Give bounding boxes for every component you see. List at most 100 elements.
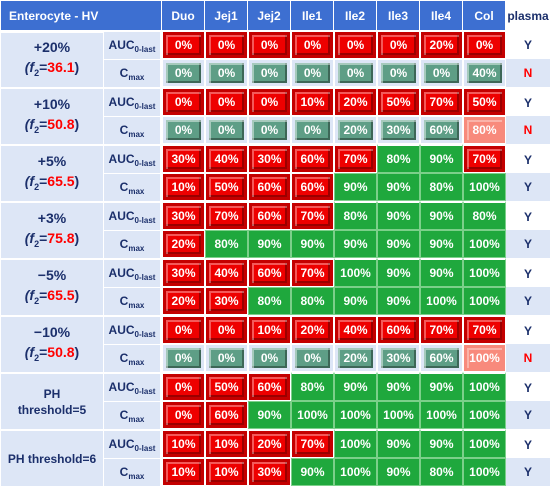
- group-label-line1: −5%: [37, 266, 67, 283]
- cell-jej2: 90%: [248, 401, 291, 429]
- cell-value: 0%: [166, 348, 201, 368]
- table-row: Cmax 0% 0% 0% 0% 20% 30% 60% 100% N: [1, 344, 550, 372]
- metric-sub: 0-last: [134, 215, 156, 225]
- cell-value: 30%: [381, 348, 416, 368]
- table-row: +3% (f2=75.8) AUC0-last 30% 70% 60% 70% 80% 90% 9…: [1, 201, 550, 258]
- f2-value: 75.8: [47, 229, 75, 246]
- metric-sub: max: [128, 471, 145, 481]
- cell-ile4: 90%: [420, 230, 463, 258]
- cell-ile4: 60%: [420, 116, 463, 144]
- f2-subscript: 2: [34, 181, 40, 192]
- cell-ile4: 80%: [420, 458, 463, 486]
- cell-value: 60%: [381, 320, 416, 340]
- cell-jej1: 40%: [205, 144, 248, 173]
- cell-ile2: 90%: [334, 287, 377, 315]
- cell-ile4: 90%: [420, 144, 463, 173]
- col-header-jej1: Jej1: [205, 1, 248, 31]
- f2-prefix: (f: [24, 172, 35, 189]
- table-row: Cmax 0% 0% 0% 0% 20% 30% 60% 80% N: [1, 116, 550, 144]
- group-label-line1: +3%: [37, 209, 67, 226]
- table-row: Cmax 0% 0% 0% 0% 0% 0% 0% 40% N: [1, 59, 550, 87]
- metric-auc-label: AUC0-last: [104, 144, 162, 173]
- table-row: Cmax 10% 50% 60% 60% 90% 90% 80% 100% Y: [1, 173, 550, 201]
- cell-ile1: 60%: [291, 144, 334, 173]
- group-label: −5% (f2=65.5): [1, 258, 104, 315]
- col-header-duo: Duo: [162, 1, 205, 31]
- group-label-line1: PH threshold=6: [7, 451, 97, 466]
- plasma-cell: Y: [506, 173, 550, 201]
- cell-duo: 0%: [162, 116, 205, 144]
- f2-equals: =: [39, 172, 48, 189]
- plasma-cell: Y: [506, 230, 550, 258]
- cell-ile4: 90%: [420, 201, 463, 230]
- cell-value: 80%: [421, 174, 462, 200]
- cell-value: 0%: [467, 35, 502, 55]
- cell-ile1: 0%: [291, 344, 334, 372]
- cell-value: 0%: [209, 35, 244, 55]
- cell-jej2: 10%: [248, 315, 291, 344]
- cell-value: 20%: [338, 120, 373, 140]
- metric-main: AUC: [108, 379, 135, 394]
- cell-value: 60%: [295, 149, 330, 169]
- metric-auc-label: AUC0-last: [104, 31, 162, 59]
- group-label-line1: PH: [43, 386, 61, 401]
- cell-value: 90%: [378, 203, 419, 229]
- cell-col: 80%: [463, 201, 506, 230]
- cell-value: 70%: [424, 320, 459, 340]
- cell-value: 10%: [295, 92, 330, 112]
- cell-jej2: 90%: [248, 230, 291, 258]
- f2-value: 36.1: [47, 59, 75, 76]
- metric-sub: 0-last: [134, 443, 156, 453]
- f2-subscript: 2: [34, 295, 40, 306]
- cell-ile1: 70%: [291, 201, 334, 230]
- cell-value: 0%: [381, 35, 416, 55]
- cell-ile1: 90%: [291, 230, 334, 258]
- cell-ile4: 90%: [420, 258, 463, 287]
- f2-label: (f2=65.5): [1, 285, 103, 311]
- cell-value: 90%: [421, 260, 462, 286]
- cell-value: 90%: [378, 288, 419, 314]
- metric-auc-label: AUC0-last: [104, 315, 162, 344]
- f2-suffix: ): [74, 229, 80, 246]
- cell-jej1: 50%: [205, 173, 248, 201]
- cell-ile2: 100%: [334, 458, 377, 486]
- group-label-line1: +20%: [33, 39, 71, 56]
- cell-value: 20%: [166, 291, 201, 311]
- group-label: +10% (f2=50.8): [1, 87, 104, 144]
- cell-jej1: 0%: [205, 116, 248, 144]
- cell-value: 70%: [424, 92, 459, 112]
- cell-value: 80%: [206, 231, 247, 257]
- metric-sub: 0-last: [134, 329, 156, 339]
- f2-value: 50.8: [47, 343, 75, 360]
- metric-sub: 0-last: [134, 386, 156, 396]
- cell-value: 0%: [166, 120, 201, 140]
- cell-value: 100%: [335, 459, 376, 485]
- metric-cmax-label: Cmax: [104, 173, 162, 201]
- cell-duo: 0%: [162, 59, 205, 87]
- cell-value: 50%: [209, 177, 244, 197]
- group-label: +3% (f2=75.8): [1, 201, 104, 258]
- cell-jej1: 70%: [205, 201, 248, 230]
- cell-ile3: 90%: [377, 287, 420, 315]
- cell-value: 100%: [292, 402, 333, 428]
- table-row: PH threshold=6 AUC0-last 10% 10% 20% 70% 100% 9…: [1, 429, 550, 486]
- cell-ile2: 100%: [334, 258, 377, 287]
- cell-value: 10%: [166, 177, 201, 197]
- group-label: −10% (f2=50.8): [1, 315, 104, 372]
- cell-value: 90%: [421, 203, 462, 229]
- cell-value: 0%: [209, 92, 244, 112]
- metric-main: AUC: [108, 208, 135, 223]
- plasma-cell: Y: [506, 201, 550, 230]
- plasma-cell: Y: [506, 87, 550, 116]
- cell-value: 30%: [166, 263, 201, 283]
- cell-value: 60%: [252, 263, 287, 283]
- cell-value: 80%: [464, 203, 505, 229]
- cell-ile3: 50%: [377, 87, 420, 116]
- cell-jej1: 10%: [205, 458, 248, 486]
- cell-value: 90%: [335, 374, 376, 400]
- cell-jej1: 60%: [205, 401, 248, 429]
- cell-value: 0%: [381, 63, 416, 83]
- cell-ile2: 100%: [334, 401, 377, 429]
- table-row: −5% (f2=65.5) AUC0-last 30% 40% 60% 70% 100% 90%…: [1, 258, 550, 315]
- cell-value: 100%: [467, 348, 502, 368]
